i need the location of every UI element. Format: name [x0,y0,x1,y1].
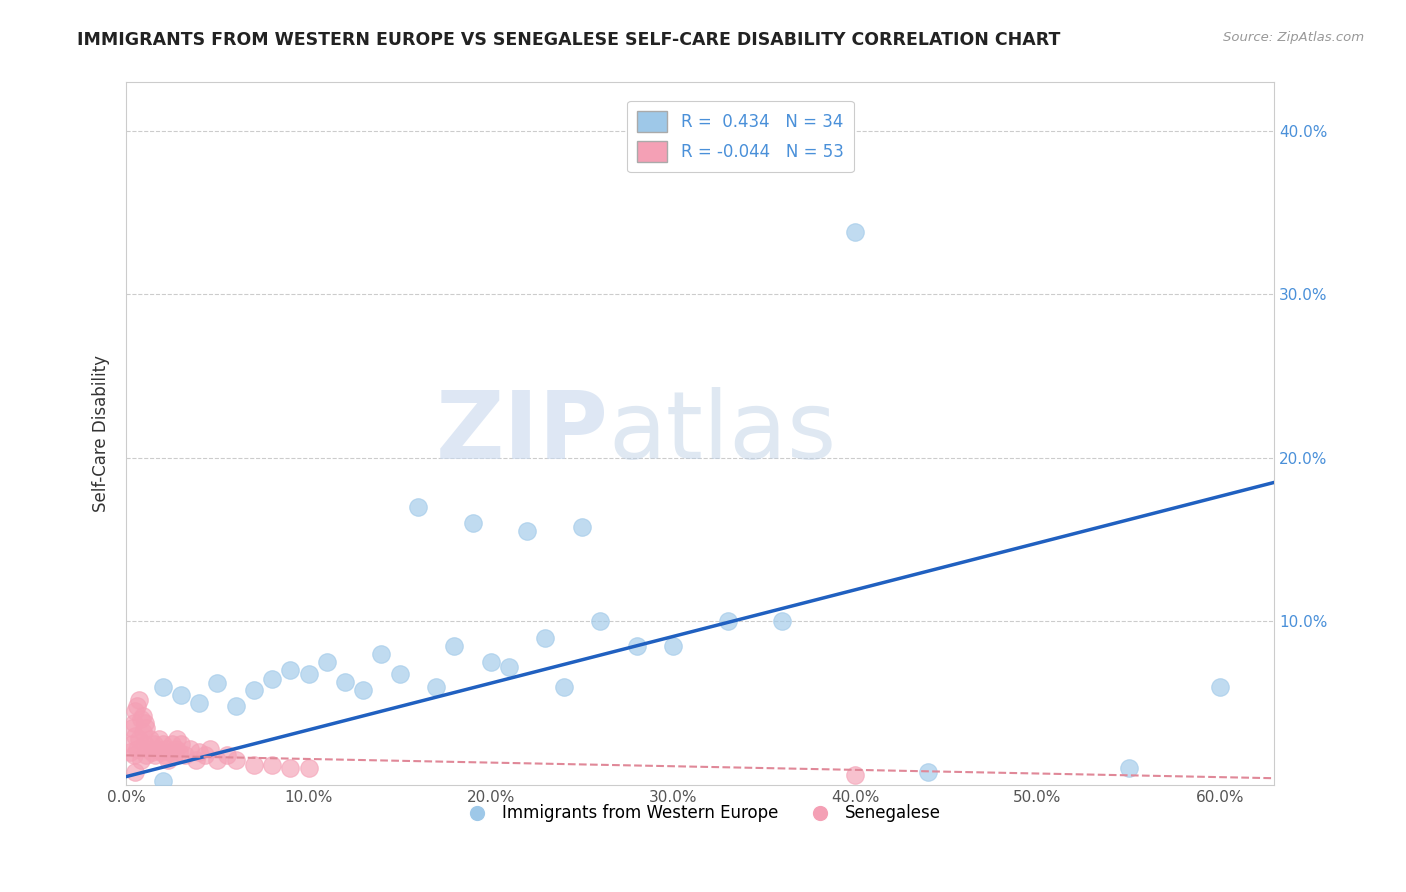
Point [198,741,221,756]
Point [131,709,153,723]
Y-axis label: Self-Care Disability: Self-Care Disability [93,355,110,512]
Point [159,745,181,759]
Point [152,680,174,694]
Point [124,764,146,779]
Point [157,753,180,767]
Point [146,741,169,756]
Point [141,745,163,759]
Legend: Immigrants from Western Europe, Senegalese: Immigrants from Western Europe, Senegale… [453,797,948,830]
Point [225,753,247,767]
Point [626,639,648,653]
Point [571,519,593,533]
Point [129,753,152,767]
Point [122,715,145,730]
Point [297,761,319,775]
Point [461,516,484,531]
Point [553,680,575,694]
Point [135,721,157,735]
Point [173,748,195,763]
Point [124,729,146,743]
Text: atlas: atlas [609,387,837,479]
Point [170,688,193,702]
Point [370,647,392,661]
Point [134,715,156,730]
Point [498,660,520,674]
Point [148,731,170,746]
Point [170,737,193,751]
Point [118,745,141,759]
Point [215,748,238,763]
Point [165,741,187,756]
Point [127,741,149,756]
Point [917,764,939,779]
Text: ZIP: ZIP [436,387,609,479]
Point [179,741,201,756]
Point [662,639,685,653]
Point [184,753,207,767]
Point [128,692,150,706]
Point [155,741,177,756]
Point [121,737,143,751]
Point [262,758,284,772]
Point [136,741,159,756]
Point [152,737,174,751]
Point [388,666,411,681]
Point [121,721,143,735]
Point [166,731,188,746]
Point [225,699,247,714]
Point [124,704,146,718]
Point [243,758,266,772]
Point [297,666,319,681]
Point [479,655,502,669]
Point [194,748,217,763]
Point [589,615,612,629]
Point [1118,761,1140,775]
Point [131,725,153,739]
Point [153,748,176,763]
Point [278,761,301,775]
Point [425,680,447,694]
Point [278,664,301,678]
Point [135,748,157,763]
Point [243,682,266,697]
Point [443,639,465,653]
Point [149,745,172,759]
Point [406,500,429,514]
Point [152,774,174,789]
Point [1208,680,1230,694]
Point [844,768,866,782]
Point [534,631,557,645]
Point [516,524,538,539]
Point [122,748,145,763]
Point [352,682,374,697]
Point [128,731,150,746]
Point [145,748,167,763]
Point [167,745,190,759]
Point [134,737,156,751]
Point [139,731,162,746]
Point [333,674,356,689]
Point [262,672,284,686]
Text: Source: ZipAtlas.com: Source: ZipAtlas.com [1223,31,1364,45]
Point [160,737,183,751]
Point [315,655,337,669]
Point [717,615,740,629]
Point [770,615,793,629]
Point [207,676,229,690]
Point [142,737,165,751]
Point [163,748,186,763]
Point [207,753,229,767]
Point [188,745,211,759]
Point [129,712,152,726]
Point [844,225,866,239]
Point [127,699,149,714]
Point [188,696,211,710]
Text: IMMIGRANTS FROM WESTERN EUROPE VS SENEGALESE SELF-CARE DISABILITY CORRELATION CH: IMMIGRANTS FROM WESTERN EUROPE VS SENEGA… [77,31,1060,49]
